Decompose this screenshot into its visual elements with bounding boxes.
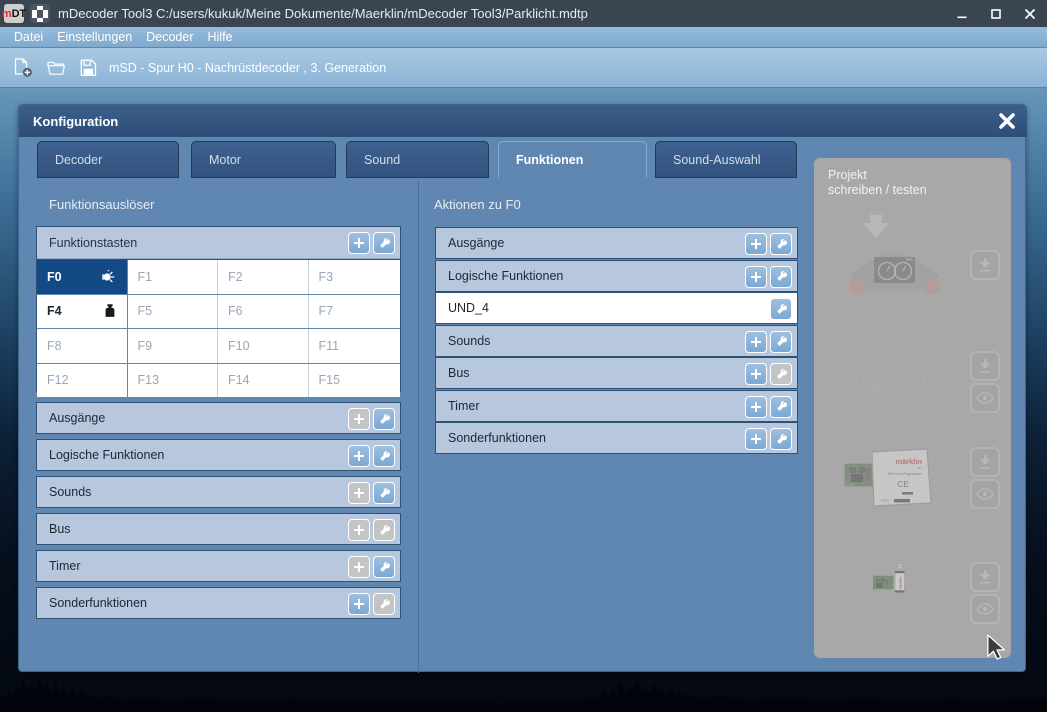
svg-text:märklin: märklin bbox=[899, 577, 903, 590]
svg-text:•</>: •</> bbox=[881, 498, 889, 503]
svg-text:MM Scan Programmer: MM Scan Programmer bbox=[888, 472, 923, 476]
svg-text:mfx: mfx bbox=[917, 466, 923, 470]
svg-text:märklin: märklin bbox=[895, 457, 922, 466]
svg-text:CE: CE bbox=[897, 479, 909, 489]
